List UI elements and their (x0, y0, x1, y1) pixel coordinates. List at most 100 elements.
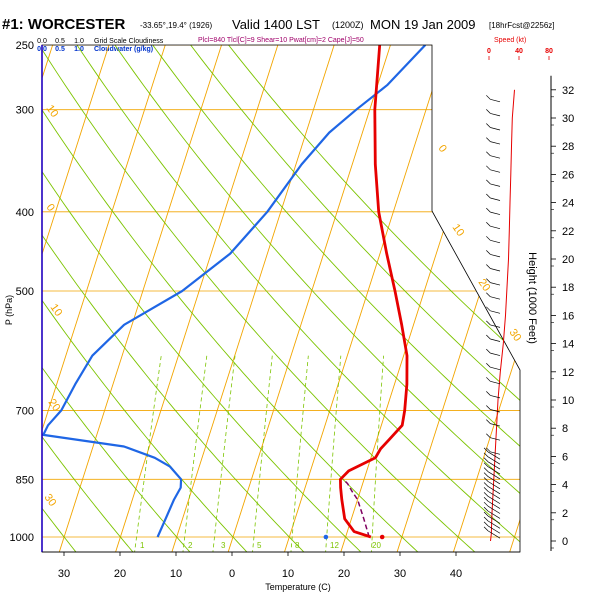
isotherm-label-h: 20 (476, 277, 493, 294)
mixing-ratio-2 (182, 355, 208, 552)
wind-barb-flag (486, 165, 491, 171)
cloudwater-tick-1: 0.5 (55, 46, 65, 53)
wind-barb-flag (486, 433, 491, 438)
wind-barb (490, 324, 501, 328)
mixing-ratio-label-8: 8 (295, 541, 300, 550)
wind-barb-flag (483, 521, 489, 527)
temp-tick-7: 40 (450, 568, 462, 580)
wind-barb-flag (486, 405, 491, 410)
wind-barb-flag (486, 123, 491, 128)
wind-barb-flag (483, 462, 489, 467)
mixing-ratio-lines (133, 355, 384, 552)
wind-barb (490, 380, 501, 385)
isotherm-label-b: 0 (44, 202, 57, 214)
wind-barb (487, 510, 501, 519)
isotherm-label-g: 10 (450, 222, 467, 239)
height-tick-0: 0 (562, 536, 568, 548)
dry-adiabat--30 (42, 45, 79, 552)
wind-barb-flag (486, 264, 491, 269)
wind-barb (490, 239, 501, 244)
height-tick-14: 14 (562, 339, 574, 351)
wind-barb-flag (483, 487, 489, 492)
mixing-ratio-3 (212, 355, 236, 552)
speed-tick-40: 40 (515, 48, 523, 55)
isotherm--50 (42, 45, 135, 552)
dry-adiabat-60 (104, 45, 520, 552)
dry-adiabat-90 (216, 45, 520, 552)
wind-barb-flag (483, 492, 489, 497)
sounding-series (42, 45, 427, 539)
wind-barb-flag (486, 391, 491, 396)
isotherm--30 (52, 45, 248, 552)
isotherms (42, 45, 520, 552)
mixing-ratio-label-3: 3 (221, 541, 226, 550)
isotherm-label-i: 30 (507, 327, 524, 344)
wind-barb (490, 451, 501, 455)
wind-barb (490, 254, 501, 258)
wind-barb-flag (486, 207, 491, 213)
surface-temperature-marker (379, 534, 385, 540)
isotherm-label-c: 10 (48, 302, 65, 319)
wind-barb (490, 225, 501, 230)
cloudwater-legend: 0.00.51.0 (37, 46, 84, 53)
mixing-ratio-label-1: 1 (140, 541, 145, 550)
speed-line (490, 89, 515, 542)
temp-tick-6: 30 (394, 568, 406, 580)
grid-scale-legend: 0.0 0.5 1.0 (37, 38, 84, 45)
wind-barb-flag (486, 306, 491, 312)
wind-barb-flag (486, 377, 491, 382)
mixing-ratio-1 (133, 355, 162, 552)
isotherm--10 (165, 45, 360, 552)
speed-axis-label: Speed (kt) (494, 37, 526, 44)
mixing-ratio-label-2: 2 (188, 541, 193, 550)
sounding-params: Plcl=840 Tlcl[C]=9 Shear=10 Pwat[cm]=2 C… (198, 37, 364, 44)
dry-adiabat-0 (42, 45, 250, 552)
wind-barb-flag (486, 109, 491, 114)
mixing-ratio-20 (370, 355, 384, 552)
temp-tick-2: 10 (170, 568, 182, 580)
wind-barb (487, 451, 501, 460)
wind-barb (490, 352, 501, 356)
pressure-tick-850: 850 (16, 474, 34, 486)
temp-tick-0: 30 (58, 568, 70, 580)
dry-adiabat-40 (42, 45, 478, 552)
plot-boundary (41, 44, 521, 553)
cloudwater-line (42, 45, 427, 538)
height-tick-20: 20 (562, 254, 574, 266)
height-tick-32: 32 (562, 85, 574, 97)
wind-barb (487, 481, 501, 490)
wind-barb-flag (486, 179, 491, 185)
height-tick-26: 26 (562, 169, 574, 181)
wind-barb (490, 211, 501, 215)
pressure-tick-700: 700 (16, 405, 34, 417)
wind-barb-flag (483, 457, 489, 463)
wind-barb (490, 98, 501, 103)
wind-barb (487, 466, 501, 475)
height-tick-30: 30 (562, 113, 574, 125)
pressure-tick-300: 300 (16, 105, 34, 117)
wind-barb-flag (486, 278, 491, 283)
x-axis-label: Temperature (C) (265, 582, 331, 592)
wind-barb-flag (486, 137, 491, 142)
isotherm-label-d: 20 (46, 397, 63, 414)
wind-barb-flag (486, 236, 491, 241)
speed-tick-0: 0 (487, 48, 491, 55)
wind-barb (487, 461, 501, 470)
wind-barb-flag (483, 477, 489, 482)
mixing-ratio-12 (325, 355, 342, 552)
mixing-ratio-8 (290, 355, 309, 552)
wind-barb (490, 282, 501, 286)
height-tick-4: 4 (562, 480, 568, 492)
wind-barb-flag (486, 95, 491, 100)
wind-barb-flag (483, 506, 489, 512)
wind-barb-flag (486, 250, 491, 255)
pressure-tick-250: 250 (16, 40, 34, 52)
wind-barb-flag (483, 501, 489, 507)
wind-barb-flag (486, 419, 491, 424)
wind-barb (490, 183, 501, 187)
dry-adiabat--10 (42, 45, 193, 552)
height-tick-16: 16 (562, 310, 574, 322)
height-tick-8: 8 (562, 423, 568, 435)
wind-barb (490, 310, 501, 314)
